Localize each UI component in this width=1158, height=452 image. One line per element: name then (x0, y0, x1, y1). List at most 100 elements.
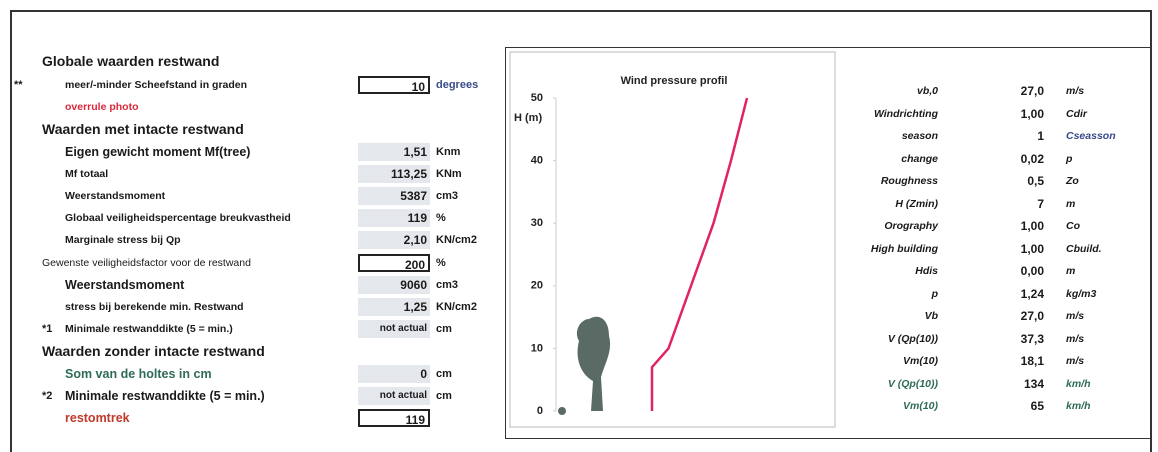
row-label: Minimale restwanddikte (5 = min.) (65, 320, 233, 338)
plot-frame (510, 52, 835, 427)
chart-area: Wind pressure profil H (m) 0 10 20 30 40 50 v… (505, 47, 1152, 439)
param-label: V (Qp(10)) (846, 375, 938, 393)
y-tick-label: 50 (531, 92, 543, 104)
y-axis-label: H (m) (514, 112, 542, 124)
param-value: 1,00 (986, 240, 1044, 258)
origin-dot (558, 407, 566, 415)
param-unit: m (1066, 262, 1075, 280)
row-label: Som van de holtes in cm (65, 365, 212, 383)
param-label: Vm(10) (846, 352, 938, 370)
param-value: 0,5 (986, 172, 1044, 190)
param-unit: kg/m3 (1066, 285, 1096, 303)
row-label: Gewenste veiligheidsfactor voor de restw… (42, 254, 251, 272)
section-heading: Waarden met intacte restwand (42, 120, 244, 138)
param-label: change (846, 150, 938, 168)
param-unit: m (1066, 195, 1075, 213)
param-value: 1,00 (986, 217, 1044, 235)
row-label: Weerstandsmoment (65, 276, 184, 294)
param-unit: km/h (1066, 397, 1091, 415)
row-unit: Knm (436, 143, 460, 161)
param-unit: Cdir (1066, 105, 1087, 123)
chart-title: Wind pressure profil (621, 75, 728, 87)
row-unit: KNm (436, 165, 462, 183)
param-label: p (846, 285, 938, 303)
param-unit: p (1066, 150, 1072, 168)
param-value: 1,24 (986, 285, 1044, 303)
param-unit: Cseasson (1066, 127, 1116, 145)
row-label: Weerstandsmoment (65, 187, 165, 205)
param-unit: m/s (1066, 330, 1084, 348)
row-label: Mf totaal (65, 165, 108, 183)
y-tick-label: 0 (537, 405, 543, 417)
chart: Wind pressure profil H (m) 0 10 20 30 40 50 (509, 51, 839, 429)
param-value: 134 (986, 375, 1044, 393)
row-label: stress bij berekende min. Restwand (65, 298, 244, 316)
param-label: Vm(10) (846, 397, 938, 415)
row-value: 200 (358, 254, 430, 272)
section-title: Globale waarden restwand (42, 52, 219, 70)
param-value: 65 (986, 397, 1044, 415)
param-value: 27,0 (986, 82, 1044, 100)
row-unit: % (436, 254, 446, 272)
param-unit: Zo (1066, 172, 1079, 190)
param-unit: m/s (1066, 307, 1084, 325)
row-unit: cm (436, 387, 452, 405)
param-value: 37,3 (986, 330, 1044, 348)
param-value: 0,02 (986, 150, 1044, 168)
row-marker: *1 (42, 320, 52, 338)
row-value: 2,10 (358, 231, 430, 249)
param-unit: m/s (1066, 82, 1084, 100)
row-value: 119 (358, 409, 430, 427)
row-value: 0 (358, 365, 430, 383)
row-marker: ** (14, 76, 23, 94)
param-label: H (Zmin) (846, 195, 938, 213)
row-value: 1,25 (358, 298, 430, 316)
param-label: Orography (846, 217, 938, 235)
row-value: 1,51 (358, 143, 430, 161)
param-unit: Cbuild. (1066, 240, 1102, 258)
param-unit: km/h (1066, 375, 1091, 393)
row-label: Minimale restwanddikte (5 = min.) (65, 387, 265, 405)
row-label: Eigen gewicht moment Mf(tree) (65, 143, 250, 161)
row-unit: % (436, 209, 446, 227)
param-value: 1 (986, 127, 1044, 145)
param-value: 0,00 (986, 262, 1044, 280)
param-unit: Co (1066, 217, 1080, 235)
row-unit: cm (436, 320, 452, 338)
y-tick-label: 10 (531, 342, 543, 354)
section-heading: Waarden zonder intacte restwand (42, 342, 265, 360)
param-label: Vb (846, 307, 938, 325)
row-unit: cm (436, 365, 452, 383)
page: Globale waarden restwand ** meer/-minder … (0, 0, 1158, 432)
param-value: 27,0 (986, 307, 1044, 325)
row-unit: KN/cm2 (436, 298, 477, 316)
param-label: V (Qp(10)) (846, 330, 938, 348)
row-label: meer/-minder Scheefstand in graden (65, 76, 247, 94)
y-tick-label: 40 (531, 155, 543, 167)
param-label: Hdis (846, 262, 938, 280)
row-unit: cm3 (436, 276, 458, 294)
row-label: restomtrek (65, 409, 130, 427)
row-value: 5387 (358, 187, 430, 205)
row-label: Globaal veiligheidspercentage breukvasth… (65, 209, 291, 227)
param-value: 1,00 (986, 105, 1044, 123)
y-tick-label: 20 (531, 280, 543, 292)
row-value: 119 (358, 209, 430, 227)
row-unit: KN/cm2 (436, 231, 477, 249)
row-value: 10 (358, 76, 430, 94)
param-label: vb,0 (846, 82, 938, 100)
param-label: High building (846, 240, 938, 258)
row-value: not actual (358, 387, 430, 405)
row-unit: cm3 (436, 187, 458, 205)
param-label: Windrichting (846, 105, 938, 123)
row-unit: degrees (436, 76, 478, 94)
param-value: 7 (986, 195, 1044, 213)
row-value: 9060 (358, 276, 430, 294)
row-value: 113,25 (358, 165, 430, 183)
row-label: overrule photo (65, 98, 139, 116)
row-label: Marginale stress bij Qp (65, 231, 181, 249)
y-tick-label: 30 (531, 217, 543, 229)
row-value: not actual (358, 320, 430, 338)
param-label: Roughness (846, 172, 938, 190)
param-unit: m/s (1066, 352, 1084, 370)
